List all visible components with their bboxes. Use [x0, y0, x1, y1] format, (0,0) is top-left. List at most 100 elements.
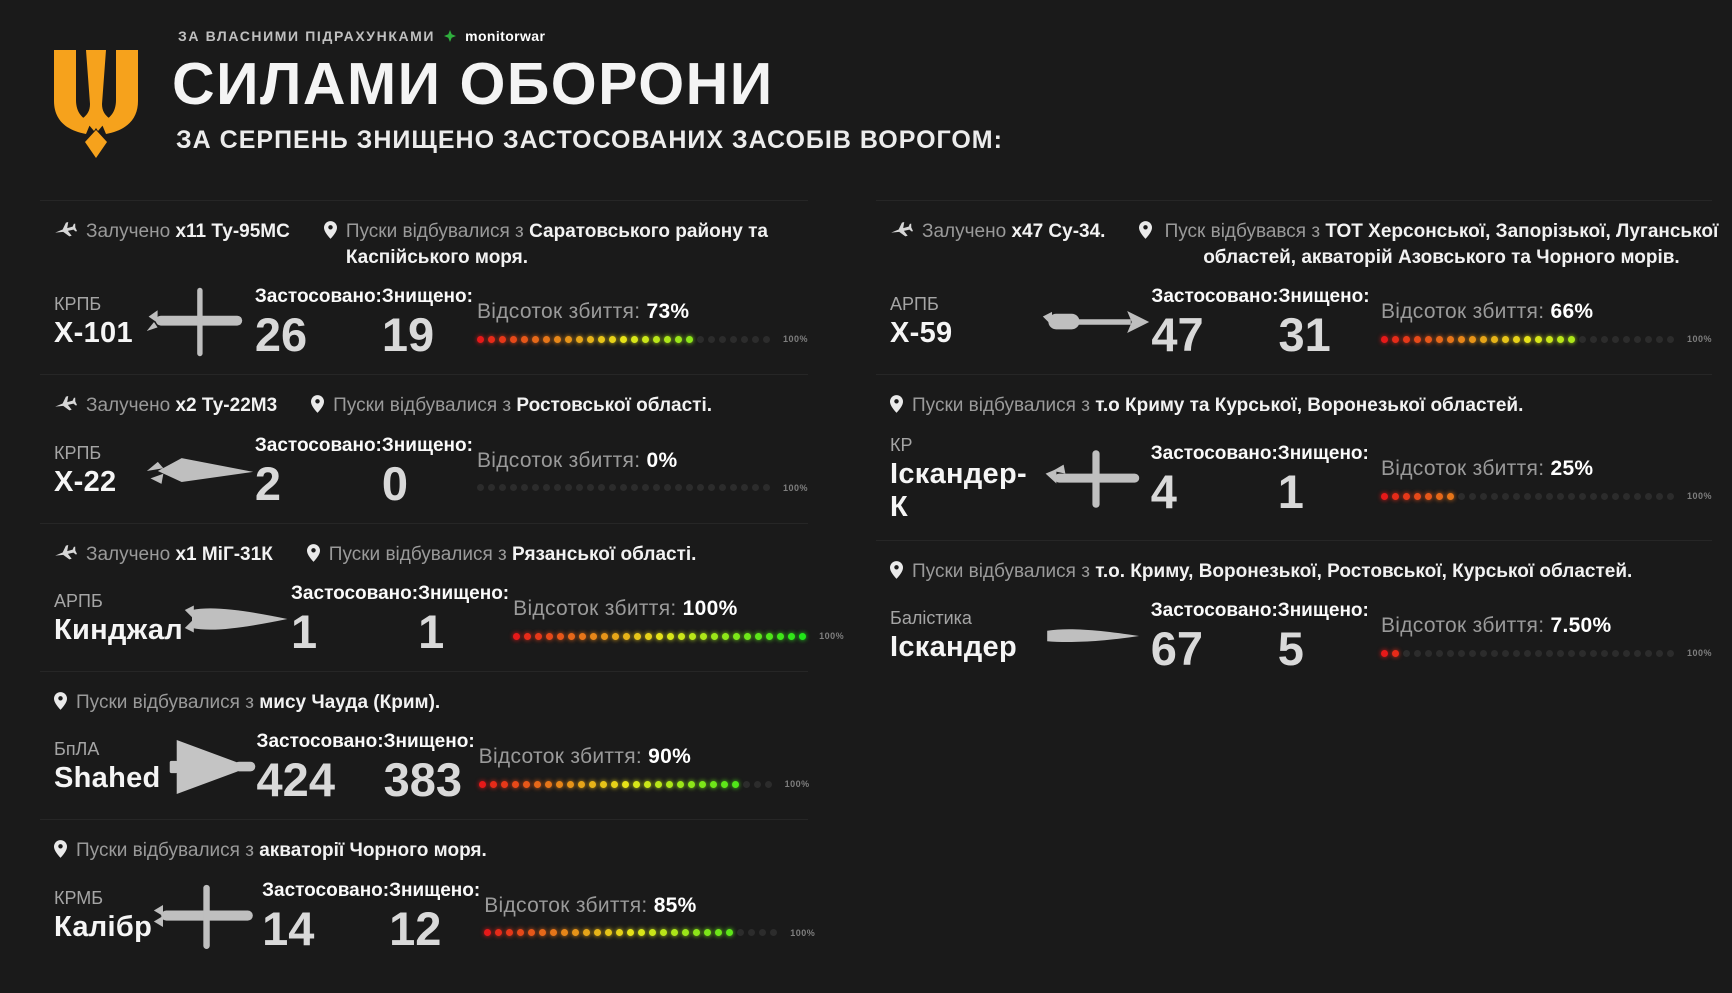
entry-meta: Залучено х2 Ту-22М3 Пуски відбувалися з … [54, 393, 808, 419]
entry-stats: АРПБ Х-59 Застосовано: 47 Знищено: 31 Ві… [890, 286, 1712, 358]
destroyed-stat: Знищено: 1 [418, 583, 509, 655]
location-pin-icon [311, 395, 325, 414]
aircraft-involved: Залучено х11 Ту-95МС [54, 219, 290, 245]
progress-dot [656, 632, 664, 640]
progress-dot [476, 335, 484, 343]
used-label: Застосовано: [262, 879, 390, 901]
page-subtitle: ЗА СЕРПЕНЬ ЗНИЩЕНО ЗАСТОСОВАНИХ ЗАСОБІВ … [176, 126, 1003, 155]
weapon-entry: Пуски відбувалися з акваторії Чорного мо… [40, 819, 815, 967]
launch-location: Пуски відбувалися з Рязанської області. [306, 542, 696, 568]
progress-dot [619, 335, 627, 343]
progress-dot [623, 632, 631, 640]
progress-dot [1479, 335, 1487, 343]
progress-dot [509, 484, 517, 492]
progress-dot [1446, 649, 1454, 657]
used-stat: Застосовано: 424 [257, 731, 384, 803]
weapon-entry: Залучено х1 МіГ-31К Пуски відбувалися з … [40, 522, 844, 671]
progress-dot [643, 780, 651, 788]
used-value: 1 [291, 605, 318, 659]
progress-dot [1600, 335, 1608, 343]
progress-dot [520, 335, 528, 343]
missile-x59-icon [1041, 298, 1151, 346]
launch-location: Пуски відбувалися з Ростовської області. [311, 393, 712, 419]
shootdown-value: 0% [646, 448, 678, 472]
progress-dot [1424, 335, 1432, 343]
progress-dot [605, 929, 613, 937]
weapon-entry: Залучено х47 Су-34. Пуск відбувався з ТО… [876, 200, 1718, 374]
progress-dot [590, 632, 598, 640]
progress-dot [729, 484, 737, 492]
progress-dot [539, 929, 547, 937]
progress-dot [1391, 335, 1399, 343]
progress-dot [597, 484, 605, 492]
destroyed-value: 5 [1277, 622, 1304, 676]
weapon-name: Іскандер-К [890, 457, 1027, 523]
progress-dot [1501, 649, 1509, 657]
progress-dot [726, 929, 734, 937]
progress-dot [1479, 649, 1487, 657]
progress-dot [1435, 335, 1443, 343]
progress-dot [671, 929, 679, 937]
launch-location: Пуск відбувався з ТОТ Херсонської, Запор… [1139, 219, 1721, 270]
progress-dot [500, 780, 508, 788]
entry-meta: Пуски відбувалися з мису Чауда (Крим). [54, 690, 808, 716]
location-value: т.о Криму та Курської, Воронезької облас… [1095, 394, 1524, 416]
weapon-type: АРПБ [890, 294, 939, 315]
progress-dot [588, 780, 596, 788]
progress-dot [586, 335, 594, 343]
destroyed-stat: Знищено: 1 [1278, 443, 1377, 515]
shootdown-label: Відсоток збиття: [476, 448, 641, 472]
content: Залучено х11 Ту-95МС Пуски відбувалися з… [40, 200, 1732, 967]
progress-dot [610, 780, 618, 788]
progress-dot [1512, 335, 1520, 343]
used-value: 424 [256, 753, 335, 807]
destroyed-stat: Знищено: 19 [382, 286, 473, 358]
shootdown-label: Відсоток збиття: [476, 300, 641, 324]
progress-dot [553, 484, 561, 492]
progress-dot [634, 632, 642, 640]
shootdown-dot-bar: 100% [1380, 491, 1712, 501]
progress-dot [733, 632, 741, 640]
destroyed-value: 0 [381, 456, 409, 510]
progress-dot [1600, 492, 1608, 500]
progress-dot [1501, 335, 1509, 343]
aircraft-label: Залучено [86, 395, 171, 417]
destroyed-value: 383 [383, 753, 462, 807]
progress-dot [652, 484, 660, 492]
progress-dot [762, 335, 770, 343]
trident-logo [44, 46, 148, 158]
entry-meta: Залучено х47 Су-34. Пуск відбувався з ТО… [890, 219, 1718, 270]
progress-dot [1402, 492, 1410, 500]
aircraft-involved: Залучено х47 Су-34. [890, 219, 1105, 245]
progress-dot [564, 335, 572, 343]
progress-dot [599, 780, 607, 788]
entry-meta: Залучено х11 Ту-95МС Пуски відбувалися з… [54, 219, 808, 270]
progress-dot [652, 335, 660, 343]
progress-dot [737, 929, 745, 937]
progress-dot [601, 632, 609, 640]
bar-max-label: 100% [1686, 648, 1712, 659]
progress-dot [1567, 335, 1575, 343]
progress-dot [1523, 492, 1531, 500]
weapon-entry: Пуски відбувалися з т.о. Криму, Воронезь… [876, 539, 1712, 688]
star-icon [444, 30, 457, 42]
shootdown-block: Відсоток збиття: 7.50% 100% [1377, 614, 1712, 658]
progress-dot [755, 632, 763, 640]
destroyed-label: Знищено: [418, 583, 510, 605]
location-pin-icon [54, 840, 67, 858]
progress-dot [575, 335, 583, 343]
shootdown-dot-bar: 100% [513, 631, 844, 641]
progress-dot [1380, 492, 1388, 500]
brand-name: monitorwar [465, 28, 546, 44]
progress-dot [555, 780, 563, 788]
location-value: ТОТ Херсонської, Запорізької, Луганської… [1203, 221, 1719, 268]
progress-dot [1435, 649, 1443, 657]
shootdown-block: Відсоток збиття: 90% 100% [475, 745, 810, 789]
progress-dot [678, 632, 686, 640]
progress-dot [487, 484, 495, 492]
progress-dot [513, 632, 521, 640]
progress-dot [1501, 492, 1509, 500]
used-value: 26 [254, 308, 308, 362]
location-label: Пуски відбувалися з [912, 560, 1090, 582]
used-value: 67 [1150, 622, 1204, 676]
